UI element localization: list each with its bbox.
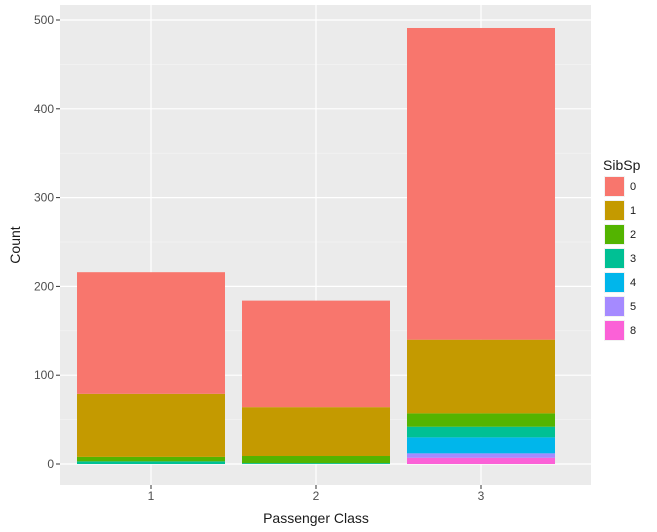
- y-tick-label: 400: [34, 102, 54, 116]
- bar-segment: [407, 426, 555, 438]
- bar-segment: [77, 461, 225, 464]
- bar-segment: [407, 27, 555, 340]
- x-tick-label: 2: [313, 489, 320, 503]
- y-axis: 0 100 200 300 400 500: [34, 13, 60, 471]
- legend-swatch: [605, 201, 624, 220]
- y-tick-label: 100: [34, 368, 54, 382]
- y-tick-label: 200: [34, 279, 54, 293]
- x-axis: 1 2 3: [148, 485, 485, 503]
- legend: SibSp 0 1 2 3 4 5 8: [603, 157, 641, 341]
- legend-swatch: [605, 249, 624, 268]
- legend-label: 1: [630, 205, 636, 217]
- legend-swatch: [605, 297, 624, 316]
- y-tick-label: 300: [34, 191, 54, 205]
- legend-swatch: [605, 177, 624, 196]
- bar-segment: [77, 272, 225, 394]
- bar-segment: [77, 456, 225, 462]
- y-tick-label: 0: [47, 457, 54, 471]
- legend-label: 8: [630, 325, 636, 337]
- bar-segment: [407, 437, 555, 454]
- legend-swatch: [605, 321, 624, 340]
- bar-segment: [242, 456, 390, 464]
- legend-swatch: [605, 273, 624, 292]
- bar-segment: [242, 463, 390, 464]
- y-axis-title: Count: [7, 226, 23, 263]
- x-tick-label: 3: [478, 489, 485, 503]
- legend-title: SibSp: [603, 157, 641, 173]
- y-tick-label: 500: [34, 13, 54, 27]
- x-axis-title: Passenger Class: [263, 510, 369, 526]
- legend-label: 0: [630, 181, 636, 193]
- bar-segment: [407, 339, 555, 414]
- legend-label: 4: [630, 277, 636, 289]
- legend-swatch: [605, 225, 624, 244]
- x-tick-label: 1: [148, 489, 155, 503]
- bar-segment: [242, 407, 390, 457]
- bar-segment: [407, 453, 555, 458]
- legend-label: 5: [630, 301, 636, 313]
- bar-segment: [242, 300, 390, 408]
- legend-label: 3: [630, 253, 636, 265]
- bars: [77, 27, 555, 464]
- bar-segment: [77, 393, 225, 457]
- bar-segment: [407, 457, 555, 464]
- legend-label: 2: [630, 229, 636, 241]
- bar-segment: [407, 413, 555, 427]
